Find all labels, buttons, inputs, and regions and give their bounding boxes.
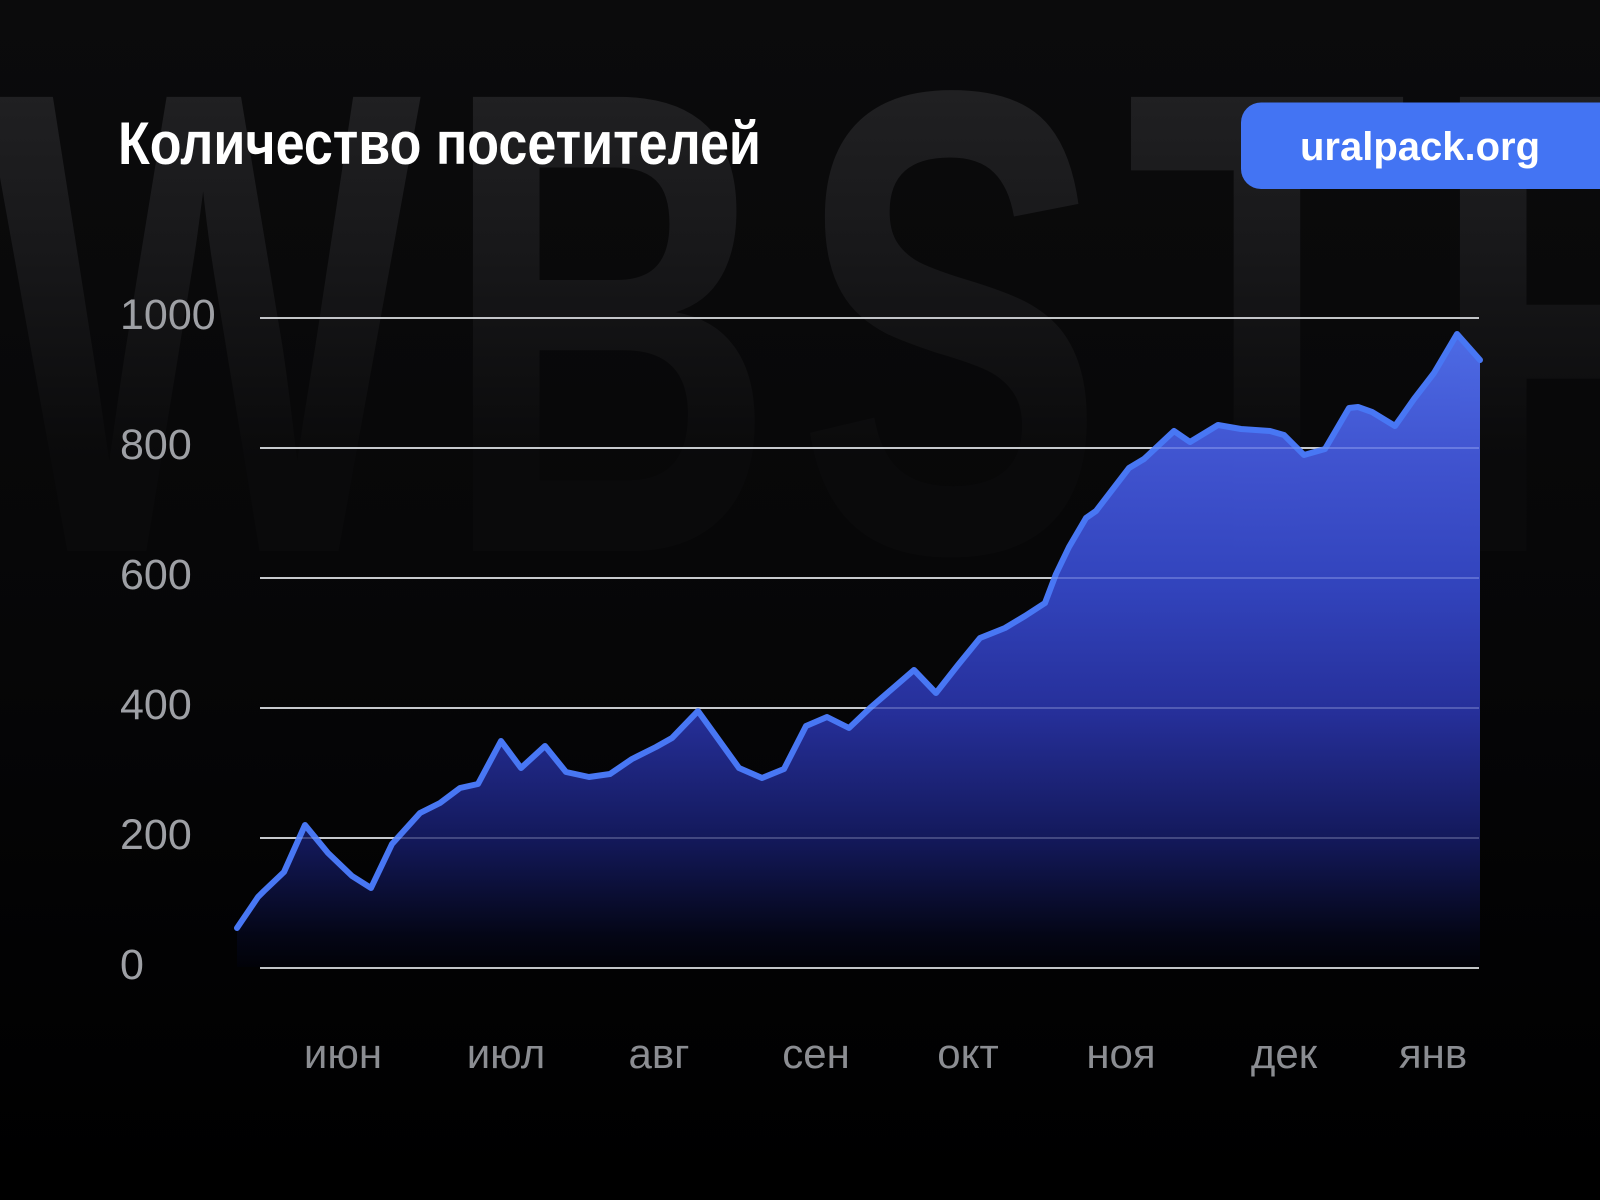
svg-text:600: 600 [120, 551, 192, 599]
svg-text:ноя: ноя [1086, 1030, 1155, 1077]
svg-text:сен: сен [782, 1030, 850, 1077]
svg-text:800: 800 [120, 421, 192, 469]
svg-text:авг: авг [629, 1030, 690, 1077]
svg-text:янв: янв [1399, 1030, 1467, 1077]
svg-text:1000: 1000 [120, 291, 216, 339]
svg-text:0: 0 [120, 941, 144, 989]
svg-text:uralpack.org: uralpack.org [1300, 125, 1540, 169]
svg-text:дек: дек [1251, 1030, 1318, 1077]
svg-text:400: 400 [120, 681, 192, 729]
svg-text:окт: окт [937, 1030, 998, 1077]
svg-text:Количество посетителей: Количество посетителей [118, 110, 761, 177]
svg-text:июн: июн [304, 1030, 382, 1077]
svg-text:200: 200 [120, 811, 192, 859]
svg-text:июл: июл [467, 1030, 546, 1077]
